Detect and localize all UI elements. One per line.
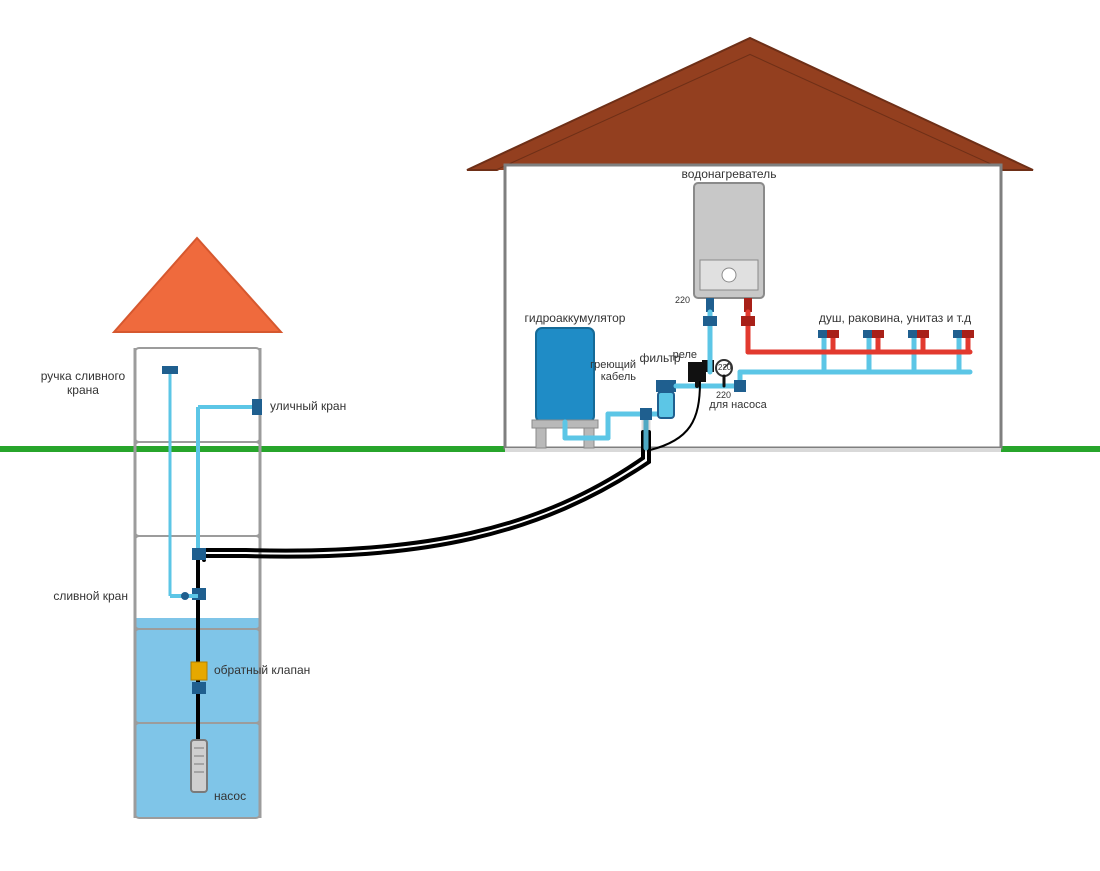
label-check-valve: обратный клапан bbox=[214, 663, 310, 677]
label-220-pump: 220 bbox=[716, 390, 731, 400]
label-heating-cable-2: кабель bbox=[601, 371, 637, 383]
main-pipe bbox=[198, 432, 649, 788]
label-pump: насос bbox=[214, 789, 246, 803]
well-roof bbox=[114, 238, 281, 332]
house-plinth bbox=[505, 448, 1001, 452]
label-relay: реле bbox=[673, 349, 697, 361]
water-heater bbox=[694, 183, 764, 312]
label-street-tap: уличный кран bbox=[270, 399, 346, 413]
well-internal-pipes bbox=[162, 366, 262, 600]
filter bbox=[656, 380, 676, 418]
label-heating-cable-1: греющий bbox=[590, 359, 636, 371]
label-220-relay: 220 bbox=[718, 363, 732, 372]
water-supply-diagram: водонагреватель гидроаккумулятор душ, ра… bbox=[0, 0, 1100, 871]
house-roof-fill bbox=[497, 55, 1003, 170]
label-fixtures: душ, раковина, унитаз и т.д bbox=[819, 311, 971, 325]
check-valve bbox=[191, 662, 207, 680]
label-accum: гидроаккумулятор bbox=[525, 311, 626, 325]
label-220-heater: 220 bbox=[675, 295, 690, 305]
label-heater: водонагреватель bbox=[682, 167, 777, 181]
label-drain-tap: сливной кран bbox=[53, 589, 128, 603]
label-well-handle-2: крана bbox=[67, 383, 99, 397]
label-well-handle-1: ручка сливного bbox=[41, 369, 126, 383]
label-for-pump: для насоса bbox=[709, 399, 767, 411]
